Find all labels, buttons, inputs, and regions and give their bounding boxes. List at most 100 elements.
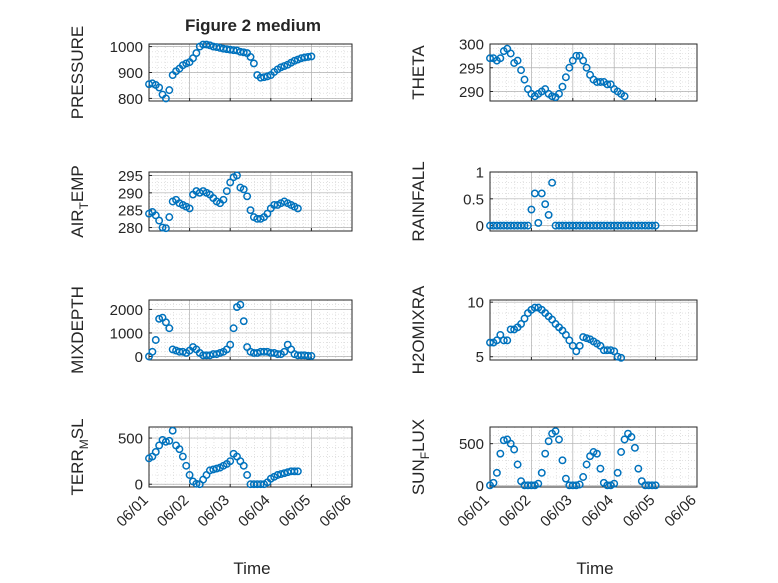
y-axis-label: H2OMIXRA [409, 285, 428, 374]
data-point [520, 75, 529, 84]
y-tick-label: 900 [118, 65, 143, 82]
data-point [561, 330, 570, 339]
data-point [151, 336, 160, 344]
data-point [246, 53, 255, 61]
data-point [492, 468, 501, 477]
y-tick-label: 290 [118, 185, 143, 202]
data-point [260, 73, 268, 82]
data-point [161, 437, 170, 446]
data-point [239, 48, 248, 57]
y-axis-label: AIRTEMP [68, 165, 91, 238]
data-point [579, 56, 588, 65]
data-point [178, 452, 187, 461]
data-point [558, 456, 567, 465]
data-point [165, 213, 174, 222]
data-point [613, 468, 622, 477]
y-tick-label: 1000 [110, 39, 143, 56]
x-tick-label: 06/05 [620, 492, 659, 531]
data-point [582, 334, 591, 343]
data-point [165, 324, 174, 333]
data-point [496, 449, 505, 458]
data-point [527, 481, 536, 490]
data-point [243, 471, 252, 479]
data-point [277, 470, 285, 479]
data-point [226, 340, 235, 349]
data-point [575, 341, 584, 350]
data-point [226, 457, 235, 466]
data-point [503, 336, 512, 345]
data-point [551, 427, 560, 436]
data-point [209, 465, 218, 474]
data-point [293, 204, 302, 213]
x-axis-label-left: Time [233, 559, 270, 578]
plot-area [490, 300, 697, 360]
data-point [617, 353, 626, 362]
data-point [548, 92, 557, 101]
data-point [155, 441, 164, 450]
data-point [182, 461, 191, 470]
plot-area [490, 172, 697, 231]
data-point [579, 333, 588, 342]
x-tick-label: 06/03 [194, 492, 233, 531]
data-point [565, 336, 574, 345]
data-point [613, 352, 622, 361]
data-point [582, 460, 591, 469]
y-tick-label: 295 [118, 168, 143, 185]
data-point [513, 56, 522, 65]
data-point [548, 178, 557, 187]
data-point [517, 320, 525, 328]
subplot-2: 290 295 300 THETA [409, 37, 698, 102]
plot-area [490, 44, 697, 101]
x-tick-label: 06/02 [496, 492, 535, 531]
data-point [544, 210, 553, 219]
data-point [648, 221, 657, 230]
data-point [236, 300, 245, 309]
data-point [161, 224, 170, 233]
data-point [561, 474, 570, 483]
y-tick-label: 5 [476, 349, 484, 366]
data-point [486, 338, 494, 347]
data-point [520, 221, 529, 230]
data-point [219, 195, 228, 204]
figure-title: Figure 2 medium [185, 16, 321, 35]
data-point [603, 80, 612, 89]
data-point [555, 89, 563, 98]
data-point [620, 92, 629, 101]
y-axis-label: MIXDEPTH [68, 286, 87, 374]
data-point [205, 466, 214, 475]
data-point [527, 205, 536, 214]
axes-box [489, 43, 698, 102]
data-series [486, 44, 629, 102]
y-axis-label: RAINFALL [409, 161, 428, 241]
y-axis-label: PRESSURE [68, 26, 87, 120]
axes-box [148, 299, 353, 361]
data-point [537, 468, 546, 477]
x-tick-label: 06/04 [235, 492, 274, 531]
data-point [273, 350, 282, 359]
data-point [530, 303, 539, 312]
y-tick-label: 295 [459, 60, 484, 77]
data-point [229, 324, 238, 333]
data-point [165, 86, 174, 95]
data-point [486, 54, 494, 63]
y-tick-label: 280 [118, 220, 143, 237]
data-point [499, 336, 508, 345]
data-point [630, 443, 639, 452]
data-point [273, 471, 282, 479]
data-series [145, 426, 302, 489]
data-point [307, 52, 316, 61]
data-point [161, 94, 170, 103]
x-tick-label: 06/03 [537, 492, 576, 531]
data-point [192, 479, 201, 488]
y-axis-label: SUNFLUX [409, 419, 432, 495]
data-point [575, 480, 584, 489]
data-point [499, 436, 508, 445]
data-point [506, 49, 515, 58]
x-tick-label: 06/06 [316, 492, 355, 531]
x-tick-label: 06/04 [578, 492, 617, 531]
data-point [175, 445, 184, 454]
subplot-1: 800 900 1000 PRESSURE [68, 26, 353, 120]
data-point [506, 325, 515, 334]
x-tick-label: 06/02 [154, 492, 193, 531]
y-tick-label: 500 [118, 431, 143, 448]
